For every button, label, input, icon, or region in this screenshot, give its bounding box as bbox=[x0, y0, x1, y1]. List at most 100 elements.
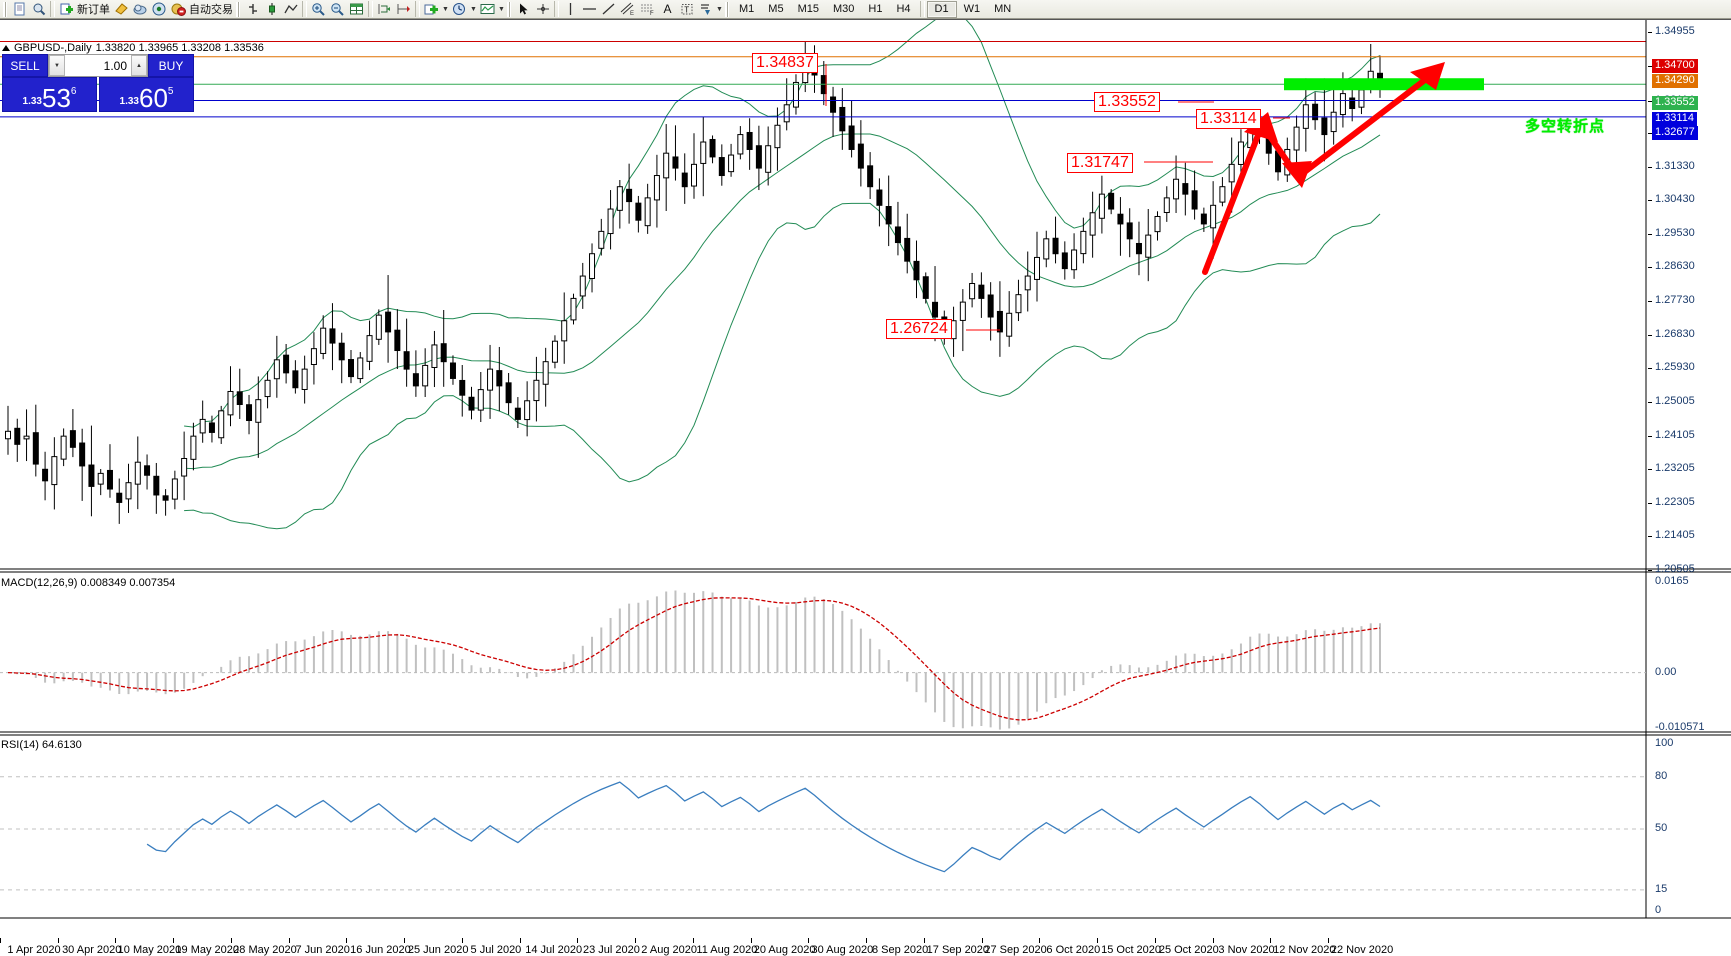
horizontal-line-icon[interactable] bbox=[580, 0, 599, 18]
tag-blue2[interactable]: 1.32677 bbox=[1652, 126, 1698, 140]
search-icon[interactable] bbox=[29, 0, 48, 18]
svg-text:T: T bbox=[684, 6, 689, 15]
autotrading-icon[interactable] bbox=[169, 0, 188, 18]
metaeditor-icon[interactable] bbox=[112, 0, 131, 18]
autotrading-label[interactable]: 自动交易 bbox=[189, 4, 233, 16]
tf-h4[interactable]: H4 bbox=[896, 3, 911, 15]
new-chart-icon[interactable] bbox=[10, 0, 29, 18]
tf-h1[interactable]: H1 bbox=[868, 3, 883, 15]
date-tick-label: 3 Nov 2020 bbox=[1218, 944, 1275, 956]
add-indicator-chevron-down-icon[interactable]: ▼ bbox=[442, 5, 449, 13]
volume-input[interactable] bbox=[65, 55, 131, 76]
annot-131747[interactable]: 1.31747 bbox=[1067, 153, 1133, 173]
price-tick-label: 1.31330 bbox=[1655, 159, 1695, 172]
impulse-arrowhead-2 bbox=[1410, 62, 1445, 90]
text-label-icon[interactable]: T bbox=[677, 0, 696, 18]
text-icon[interactable]: A bbox=[663, 2, 672, 16]
one-click-trading-panel[interactable]: SELL ▼ ▲ BUY 1.33 53 6 1.33 60 5 bbox=[2, 54, 194, 112]
tag-green[interactable]: 1.33552 bbox=[1652, 96, 1698, 110]
price-tick-mark bbox=[1648, 334, 1652, 336]
annot-126724[interactable]: 1.26724 bbox=[886, 319, 952, 339]
volume-decrement-icon[interactable]: ▼ bbox=[49, 55, 65, 76]
data-window-icon[interactable] bbox=[347, 0, 366, 18]
tf-m15[interactable]: M15 bbox=[797, 3, 819, 15]
price-tick-label: 1.28630 bbox=[1655, 260, 1695, 273]
zoom-out-icon[interactable] bbox=[328, 0, 347, 18]
price-tick-label: 1.22305 bbox=[1655, 495, 1695, 508]
toolbar-grip-2[interactable] bbox=[236, 1, 240, 17]
candlestick-chart-icon[interactable] bbox=[262, 0, 281, 18]
chart-area[interactable]: GBPUSD-,Daily 1.33820 1.33965 1.33208 1.… bbox=[0, 19, 1731, 956]
tf-m1[interactable]: M1 bbox=[739, 3, 755, 15]
signals-icon[interactable] bbox=[150, 0, 169, 18]
crosshair-icon[interactable] bbox=[533, 0, 552, 18]
toolbar-grip-4[interactable] bbox=[725, 1, 729, 17]
toolbar-grip-3[interactable] bbox=[507, 1, 511, 17]
date-tick-label: 30 Aug 2020 bbox=[811, 944, 874, 956]
tf-w1[interactable]: W1 bbox=[963, 3, 981, 15]
tf-mn[interactable]: MN bbox=[994, 3, 1012, 15]
chart-shift-icon[interactable] bbox=[394, 0, 413, 18]
macd-signal-line bbox=[7, 597, 1381, 721]
svg-text:E: E bbox=[630, 11, 634, 16]
new-order-icon[interactable] bbox=[57, 0, 76, 18]
chart-expand-icon[interactable] bbox=[2, 45, 10, 51]
date-tick-label: 16 Jun 2020 bbox=[350, 944, 411, 956]
price-tick-mark bbox=[1648, 65, 1652, 67]
price-tick-mark bbox=[1648, 233, 1652, 235]
auto-scroll-icon[interactable] bbox=[375, 0, 394, 18]
arrows-chevron-down-icon[interactable]: ▼ bbox=[716, 5, 723, 13]
turning-point-note[interactable]: 多空转折点 bbox=[1525, 118, 1606, 135]
annot-133114[interactable]: 1.33114 bbox=[1196, 109, 1261, 129]
fibonacci-retracement-icon[interactable]: F bbox=[638, 0, 658, 18]
buy-button[interactable]: BUY bbox=[148, 54, 194, 77]
volume-increment-icon[interactable]: ▲ bbox=[131, 55, 147, 76]
arrows-icon[interactable] bbox=[696, 0, 715, 18]
price-tick-label: 1.25930 bbox=[1655, 361, 1695, 374]
equidistant-channel-icon[interactable]: E bbox=[618, 0, 638, 18]
price-tick-mark bbox=[1648, 402, 1652, 404]
sell-button[interactable]: SELL bbox=[2, 54, 48, 77]
date-tick-label: 14 Jul 2020 bbox=[525, 944, 583, 956]
terminal-icon[interactable] bbox=[131, 0, 150, 18]
sell-price-button[interactable]: 1.33 53 6 bbox=[2, 77, 97, 112]
add-indicator-icon[interactable] bbox=[422, 0, 441, 18]
price-tick-label: 1.21405 bbox=[1655, 529, 1695, 542]
price-tick-label: 1.30430 bbox=[1655, 193, 1695, 206]
tf-m30[interactable]: M30 bbox=[832, 3, 855, 15]
buy-price-button[interactable]: 1.33 60 5 bbox=[99, 77, 194, 112]
new-order-label[interactable]: 新订单 bbox=[77, 4, 110, 16]
toolbar-grip-1[interactable] bbox=[3, 1, 7, 17]
cursor-arrow-icon[interactable] bbox=[514, 0, 533, 18]
vertical-line-icon[interactable] bbox=[561, 0, 580, 18]
tag-ask[interactable]: 1.34700 bbox=[1652, 59, 1698, 73]
period-icon[interactable] bbox=[450, 0, 469, 18]
macd-histogram bbox=[16, 590, 1381, 730]
date-tick-label: 22 Nov 2020 bbox=[1330, 944, 1394, 956]
tag-orange[interactable]: 1.34290 bbox=[1652, 74, 1698, 88]
tag-bid[interactable]: 1.33114 bbox=[1652, 112, 1697, 126]
tf-d1[interactable]: D1 bbox=[926, 0, 957, 18]
chart-canvas[interactable] bbox=[0, 20, 1731, 942]
trend-line-icon[interactable] bbox=[599, 0, 618, 18]
timeframe-group[interactable]: M1 M5 M15 M30 H1 H4 D1 W1 MN bbox=[732, 0, 1018, 18]
price-tick-label: 1.27730 bbox=[1655, 294, 1695, 306]
rsi-line bbox=[146, 781, 1381, 873]
bar-chart-icon[interactable] bbox=[243, 0, 262, 18]
price-tick-mark bbox=[1648, 536, 1652, 538]
template-icon[interactable] bbox=[478, 0, 497, 18]
volume-stepper[interactable]: ▼ ▲ bbox=[48, 54, 148, 77]
price-tick-label: 1.20505 bbox=[1655, 563, 1695, 575]
zoom-in-icon[interactable] bbox=[309, 0, 328, 18]
annot-134837[interactable]: 1.34837 bbox=[752, 53, 818, 73]
main-toolbar[interactable]: 新订单 自动交易 ▼ ▼ bbox=[0, 0, 1731, 19]
annot-133552[interactable]: 1.33552 bbox=[1094, 92, 1160, 112]
tf-m5[interactable]: M5 bbox=[768, 3, 784, 15]
template-chevron-down-icon[interactable]: ▼ bbox=[498, 5, 505, 13]
svg-text:F: F bbox=[650, 11, 654, 16]
rsi-indicator-title: RSI(14) 64.6130 bbox=[1, 739, 82, 751]
line-chart-icon[interactable] bbox=[281, 0, 300, 18]
rsi-tick-50: 50 bbox=[1655, 822, 1668, 834]
sell-price-main: 53 bbox=[41, 83, 71, 113]
period-chevron-down-icon[interactable]: ▼ bbox=[470, 5, 477, 13]
